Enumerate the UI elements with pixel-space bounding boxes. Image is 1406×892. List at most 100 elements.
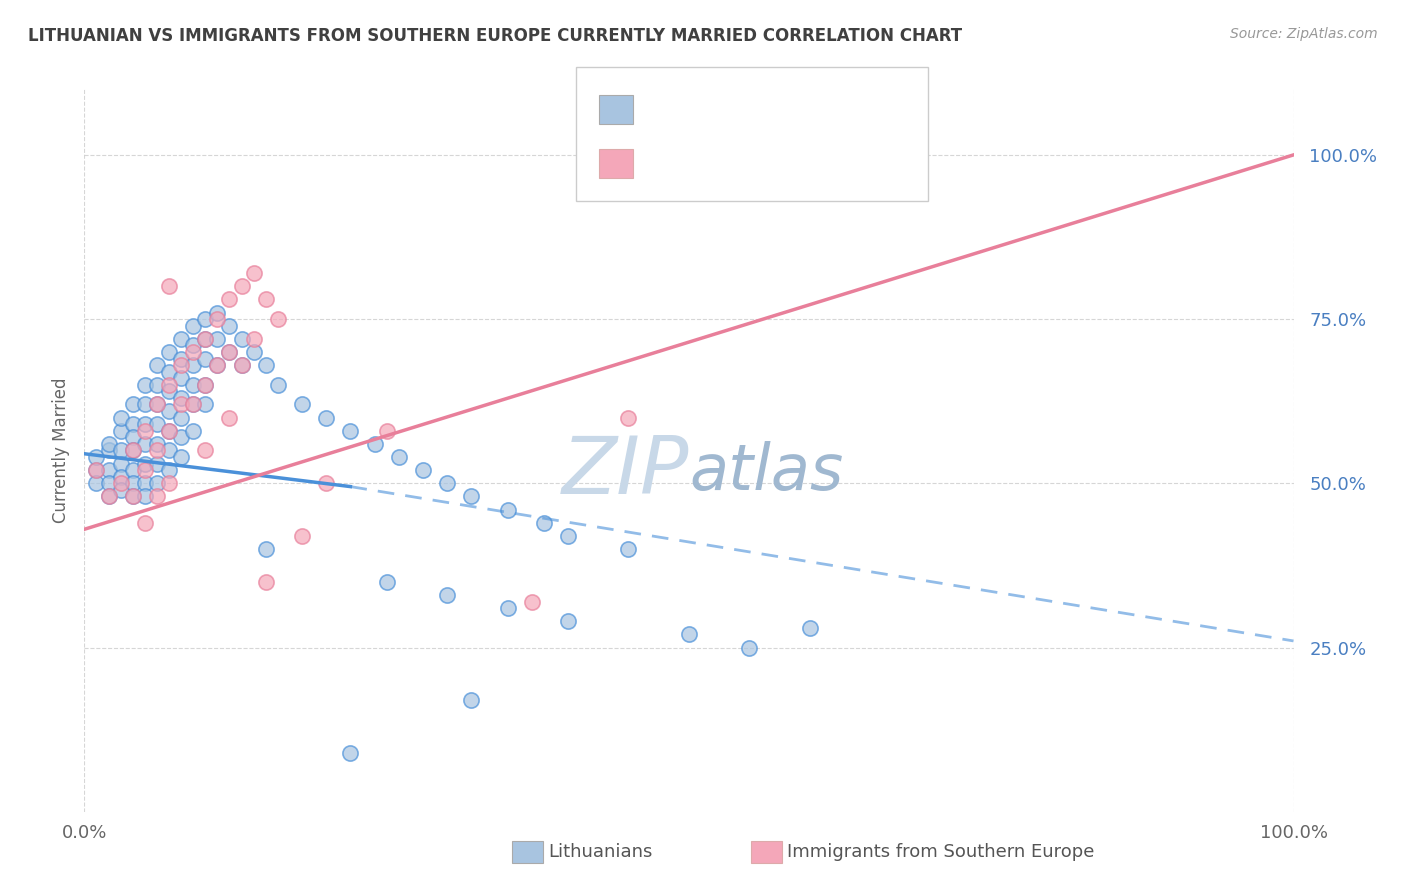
Point xyxy=(254,541,277,556)
Point xyxy=(678,627,700,641)
Point xyxy=(170,410,193,425)
Point xyxy=(157,476,180,491)
Point xyxy=(157,463,180,477)
Point xyxy=(218,410,240,425)
Point xyxy=(181,377,204,392)
Point xyxy=(436,588,458,602)
Point xyxy=(97,437,120,451)
Point xyxy=(194,377,217,392)
Point xyxy=(207,312,229,326)
Point xyxy=(170,358,193,372)
Point xyxy=(557,529,579,543)
Point xyxy=(194,312,217,326)
Point xyxy=(170,430,193,444)
Text: R = -0.183   N = 93: R = -0.183 N = 93 xyxy=(640,101,817,119)
Point xyxy=(231,332,253,346)
Point xyxy=(121,397,143,411)
Point xyxy=(412,463,434,477)
Point xyxy=(436,476,458,491)
Point xyxy=(194,377,217,392)
Point xyxy=(181,318,204,333)
Point xyxy=(231,279,253,293)
Point xyxy=(339,746,361,760)
Point xyxy=(86,476,108,491)
Point xyxy=(170,351,193,366)
Point xyxy=(375,574,398,589)
Point xyxy=(110,424,132,438)
Point xyxy=(134,377,156,392)
Text: Lithuanians: Lithuanians xyxy=(548,843,652,861)
Point xyxy=(194,443,217,458)
Point xyxy=(194,397,217,411)
Point xyxy=(339,424,361,438)
Point xyxy=(86,463,108,477)
Point xyxy=(254,358,277,372)
Point xyxy=(157,404,180,418)
Point xyxy=(617,410,640,425)
Point xyxy=(110,476,132,491)
Point xyxy=(121,417,143,432)
Text: R =  0.673   N = 39: R = 0.673 N = 39 xyxy=(640,154,815,172)
Point xyxy=(110,469,132,483)
Point xyxy=(134,476,156,491)
Point xyxy=(157,424,180,438)
Point xyxy=(157,279,180,293)
Point xyxy=(557,614,579,628)
Point xyxy=(738,640,761,655)
Point xyxy=(388,450,411,464)
Point xyxy=(242,266,264,280)
Point xyxy=(86,463,108,477)
Point xyxy=(218,293,240,307)
Point xyxy=(520,594,543,608)
Point xyxy=(157,424,180,438)
Point xyxy=(157,377,180,392)
Point xyxy=(157,365,180,379)
Point xyxy=(181,397,204,411)
Point xyxy=(146,397,169,411)
Point xyxy=(134,397,156,411)
Point xyxy=(181,345,204,359)
Point xyxy=(181,397,204,411)
Point xyxy=(375,424,398,438)
Point xyxy=(181,358,204,372)
Text: LITHUANIAN VS IMMIGRANTS FROM SOUTHERN EUROPE CURRENTLY MARRIED CORRELATION CHAR: LITHUANIAN VS IMMIGRANTS FROM SOUTHERN E… xyxy=(28,27,962,45)
Point xyxy=(496,502,519,516)
Point xyxy=(146,397,169,411)
Point xyxy=(110,483,132,497)
Point xyxy=(291,397,314,411)
Point xyxy=(121,430,143,444)
Point xyxy=(134,457,156,471)
Point xyxy=(170,450,193,464)
Point xyxy=(121,443,143,458)
Point xyxy=(254,293,277,307)
Point xyxy=(231,358,253,372)
Point xyxy=(207,305,229,319)
Point xyxy=(146,443,169,458)
Point xyxy=(157,384,180,399)
Text: Immigrants from Southern Europe: Immigrants from Southern Europe xyxy=(787,843,1095,861)
Text: atlas: atlas xyxy=(689,442,844,503)
Point xyxy=(134,516,156,530)
Point xyxy=(146,457,169,471)
Point xyxy=(460,490,482,504)
Point xyxy=(207,332,229,346)
Point xyxy=(134,437,156,451)
Point xyxy=(121,443,143,458)
Point xyxy=(146,417,169,432)
Point xyxy=(242,332,264,346)
Point xyxy=(533,516,555,530)
Point xyxy=(134,417,156,432)
Point xyxy=(110,443,132,458)
Point xyxy=(315,476,337,491)
Point xyxy=(291,529,314,543)
Point xyxy=(146,437,169,451)
Point xyxy=(267,377,290,392)
Point xyxy=(207,358,229,372)
Y-axis label: Currently Married: Currently Married xyxy=(52,377,70,524)
Point xyxy=(110,457,132,471)
Point xyxy=(194,332,217,346)
Point xyxy=(97,476,120,491)
Point xyxy=(254,574,277,589)
Point xyxy=(181,424,204,438)
Text: Source: ZipAtlas.com: Source: ZipAtlas.com xyxy=(1230,27,1378,41)
